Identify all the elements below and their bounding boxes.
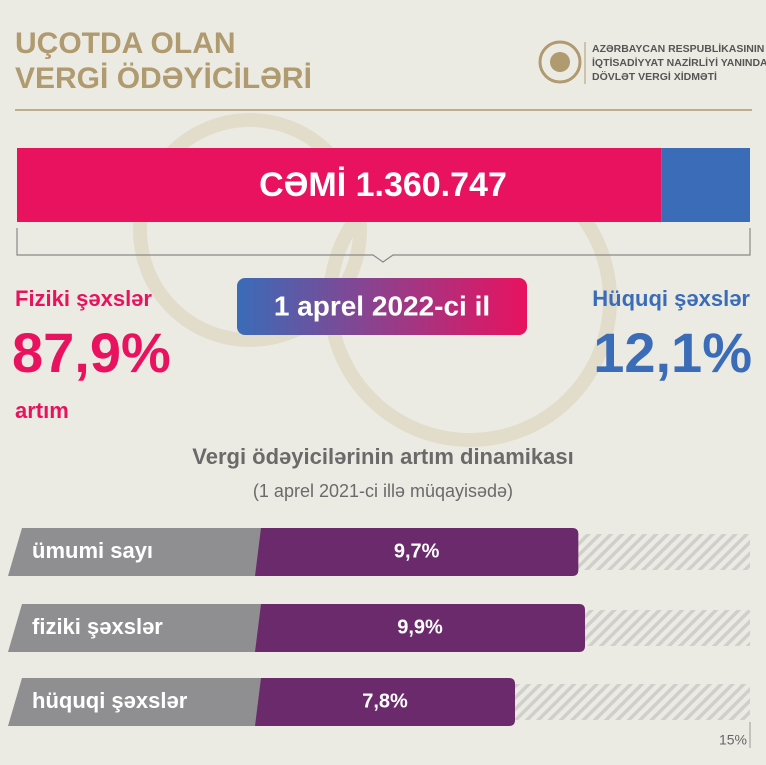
share-label: 12,1% <box>593 321 752 384</box>
category-tab <box>8 528 290 576</box>
bracket <box>16 228 751 263</box>
bar <box>255 528 579 576</box>
category-tab <box>8 678 290 726</box>
org-line: DÖVLƏT VERGİ XİDMƏTİ <box>592 70 717 83</box>
category-label: fiziki şəxslər <box>32 614 163 639</box>
category-label: hüquqi şəxslər <box>32 688 188 713</box>
bar <box>255 604 585 652</box>
x-tick-label: 15% <box>719 732 747 748</box>
legend-label: Hüquqi şəxslər <box>592 286 750 311</box>
bar-segment <box>661 148 750 222</box>
share-label: 87,9% <box>12 321 171 384</box>
total-label: CƏMİ 1.360.747 <box>259 166 507 204</box>
category-tab <box>8 604 290 652</box>
title-line: UÇOTDA OLAN <box>15 27 236 60</box>
org-line: AZƏRBAYCAN RESPUBLİKASININ <box>592 42 764 55</box>
bar-segment <box>17 148 662 222</box>
chart-title: Vergi ödəyicilərinin artım dinamikası <box>192 444 573 469</box>
legend-label: Fiziki şəxslər <box>15 286 152 311</box>
chart-subtitle: (1 aprel 2021-ci illə müqayisədə) <box>253 481 513 501</box>
category-label: ümumi sayı <box>32 538 153 563</box>
org-line: İQTİSADİYYAT NAZİRLİYİ YANINDA <box>592 56 766 69</box>
note: artım <box>15 398 69 423</box>
logo <box>538 40 586 84</box>
date-label: 1 aprel 2022-ci il <box>274 290 490 321</box>
value-label: 9,7% <box>394 540 440 562</box>
title-line: VERGİ ÖDƏYİCİLƏRİ <box>15 62 312 95</box>
value-label: 9,9% <box>397 616 443 638</box>
date-pill <box>237 278 527 335</box>
value-label: 7,8% <box>362 690 408 712</box>
bar <box>255 678 515 726</box>
